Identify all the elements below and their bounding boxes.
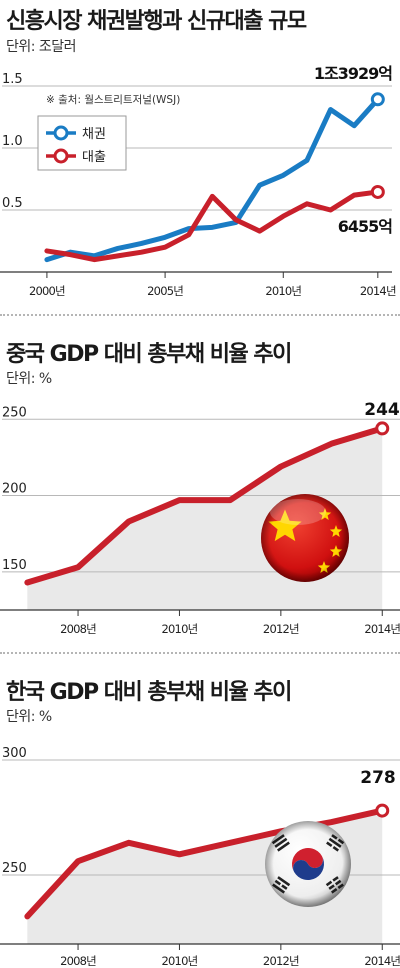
china-end-label: 244 (364, 400, 400, 420)
y-tick-label: 1.5 (2, 72, 23, 87)
source-note: ※ 출처: 월스트리트저널(WSJ) (46, 94, 180, 106)
legend-bond-label: 채권 (82, 127, 106, 142)
separator (0, 652, 400, 654)
end-marker-loan (370, 184, 385, 199)
panel2-unit: 단위: % (6, 371, 52, 387)
china-flag-icon (261, 494, 349, 582)
bond-loan-chart: 0.5 1.0 1.5 2000년 2005년 2010년 2014년 ※ 출처: 월스트리… (0, 64, 397, 298)
end-marker-china (375, 421, 390, 436)
x-tick-label: 2012년 (263, 954, 299, 968)
korea-flag-icon (265, 821, 351, 907)
y-tick-label: 0.5 (2, 196, 23, 211)
separator (0, 314, 400, 316)
legend-bond-marker-icon (53, 125, 69, 141)
panel2-title: 중국 GDP 대비 총부채 비율 추이 (6, 342, 292, 367)
y-tick-label: 250 (2, 405, 27, 420)
legend-loan-marker-icon (53, 148, 69, 164)
legend-loan-label: 대출 (82, 150, 106, 165)
bond-end-label: 1조3929억 (314, 64, 392, 83)
china-debt-chart: 150 200 250 2008년 2010년 2012년 2014년 (0, 400, 400, 636)
end-marker-bond (370, 92, 385, 107)
x-tick-label: 2010년 (162, 622, 198, 636)
legend-item-loan: 대출 (46, 148, 106, 165)
korea-debt-chart: 250 300 2008년 2010년 2012년 2014년 (0, 746, 400, 968)
china-debt-panel: 중국 GDP 대비 총부채 비율 추이 단위: % 150 200 250 2008년… (0, 336, 400, 636)
panel3-title: 한국 GDP 대비 총부채 비율 추이 (6, 680, 292, 705)
y-tick-label: 200 (2, 482, 27, 497)
y-tick-label: 150 (2, 558, 27, 573)
x-tick-label: 2012년 (263, 622, 299, 636)
x-tick-label: 2008년 (60, 622, 96, 636)
x-tick-label: 2005년 (147, 284, 183, 298)
series-line-korea (24, 807, 386, 920)
series-line-china (24, 425, 386, 586)
x-tick-label: 2000년 (29, 284, 65, 298)
legend-item-bond: 채권 (46, 125, 106, 142)
loan-end-label: 6455억 (338, 217, 393, 236)
bond-loan-panel: 신흥시장 채권발행과 신규대출 규모 단위: 조달러 0.5 1.0 1.5 2000… (0, 0, 400, 312)
x-tick-label: 2014년 (364, 954, 400, 968)
panel1-unit: 단위: 조달러 (6, 39, 77, 55)
y-tick-label: 300 (2, 746, 27, 761)
x-tick-label: 2010년 (265, 284, 301, 298)
x-tick-label: 2014년 (360, 284, 396, 298)
panel1-title: 신흥시장 채권발행과 신규대출 규모 (6, 9, 307, 34)
y-tick-label: 1.0 (2, 134, 23, 149)
x-tick-label: 2008년 (60, 954, 96, 968)
korea-debt-panel: 한국 GDP 대비 총부채 비율 추이 단위: % 250 300 2008년 201… (0, 674, 400, 968)
x-tick-label: 2014년 (364, 622, 400, 636)
x-tick-label: 2010년 (162, 954, 198, 968)
panel3-unit: 단위: % (6, 709, 52, 725)
legend: 채권 대출 (37, 115, 127, 171)
y-tick-label: 250 (2, 861, 27, 876)
end-marker-korea (375, 803, 390, 818)
korea-end-label: 278 (360, 768, 396, 788)
